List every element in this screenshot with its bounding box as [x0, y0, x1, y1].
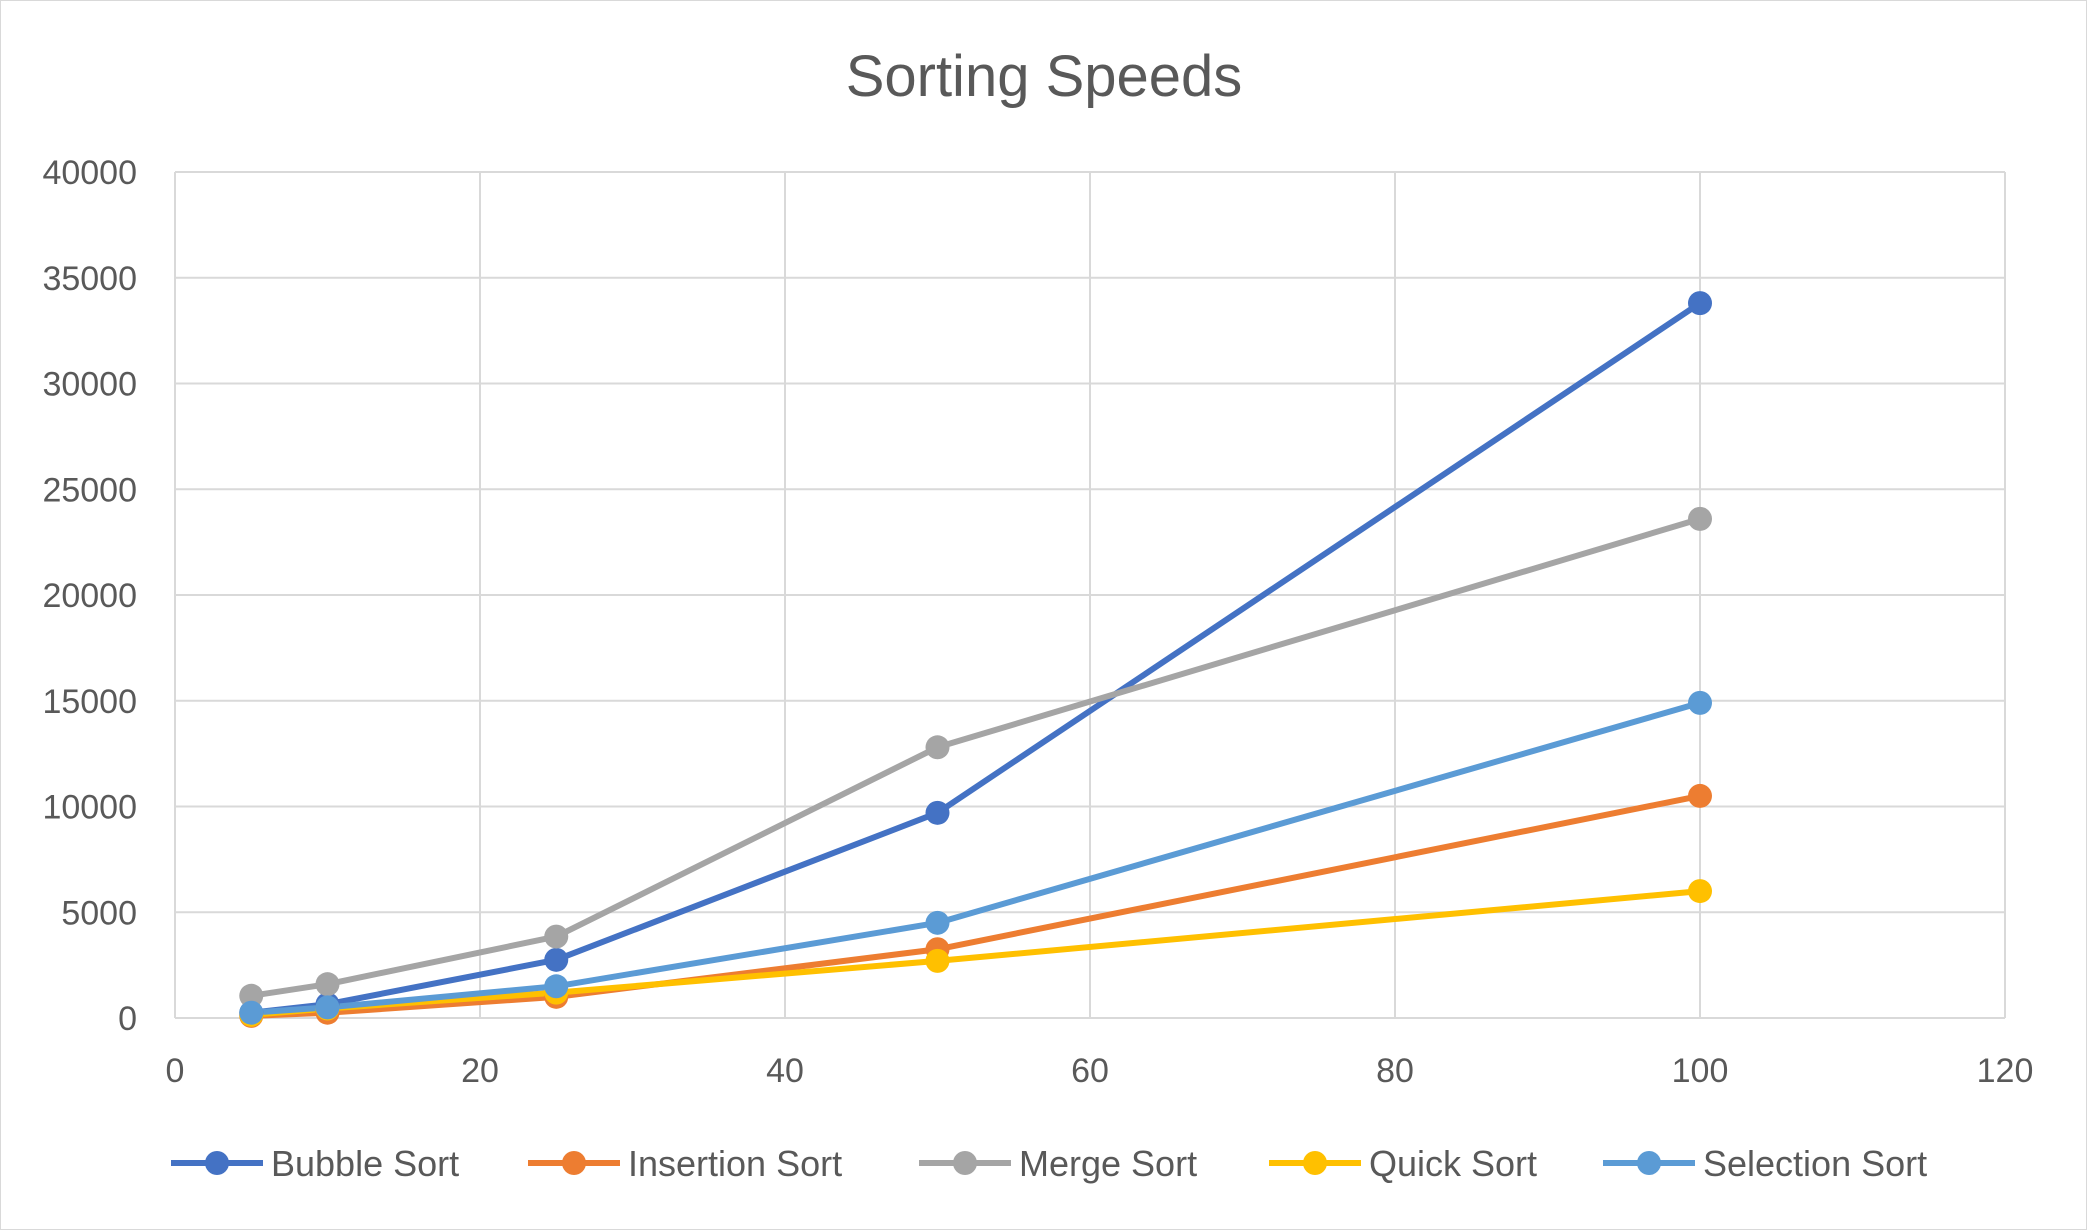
series-line [248, 699, 1703, 1016]
series-lines [239, 291, 1712, 1028]
chart-title: Sorting Speeds [846, 44, 1243, 109]
data-point [1688, 690, 1712, 715]
legend-dot-marker [205, 1151, 229, 1175]
data-point [544, 974, 569, 999]
x-axis-tick-labels: 0 20 40 60 80 100 120 [166, 1052, 2034, 1090]
legend-label: Merge Sort [1019, 1143, 1197, 1184]
data-point [1688, 783, 1712, 808]
legend-dot-marker [1637, 1151, 1661, 1175]
x-tick-label: 40 [766, 1052, 804, 1090]
data-point [925, 735, 950, 760]
legend: Bubble Sort Insertion Sort Merge Sort Quick… [171, 1143, 1927, 1184]
data-point [315, 972, 340, 997]
data-point [1688, 291, 1712, 316]
y-tick-label: 0 [118, 1000, 137, 1038]
legend-dot-marker [1303, 1151, 1327, 1175]
series-line [248, 792, 1703, 1019]
x-tick-label: 80 [1376, 1052, 1414, 1090]
data-point [315, 995, 340, 1020]
data-point [239, 1000, 264, 1025]
series-line [248, 515, 1703, 999]
y-tick-label: 40000 [42, 154, 137, 192]
y-tick-label: 5000 [61, 894, 137, 932]
legend-label: Quick Sort [1369, 1143, 1537, 1184]
x-tick-label: 120 [1977, 1052, 2034, 1090]
y-tick-label: 10000 [42, 789, 137, 827]
legend-label: Insertion Sort [628, 1143, 842, 1184]
legend-dot-marker [953, 1151, 977, 1175]
legend-label: Bubble Sort [271, 1143, 459, 1184]
legend-dot-marker [562, 1151, 586, 1175]
data-point [925, 910, 950, 935]
data-point [925, 800, 950, 825]
legend-label: Selection Sort [1703, 1143, 1927, 1184]
data-point [544, 924, 569, 949]
y-tick-label: 30000 [42, 366, 137, 404]
series-line [248, 300, 1703, 1016]
y-axis-tick-labels: 0 5000 10000 15000 20000 25000 30000 35000 40000 [42, 154, 137, 1038]
data-point [544, 947, 569, 972]
y-tick-label: 15000 [42, 683, 137, 721]
y-tick-label: 20000 [42, 577, 137, 615]
x-tick-label: 0 [166, 1052, 185, 1090]
x-tick-label: 60 [1071, 1052, 1109, 1090]
data-point [1688, 879, 1712, 904]
data-point [925, 948, 950, 973]
x-tick-label: 20 [461, 1052, 499, 1090]
x-tick-label: 100 [1672, 1052, 1729, 1090]
y-tick-label: 35000 [42, 260, 137, 298]
gridlines [174, 171, 2006, 1019]
data-point [1688, 506, 1712, 531]
data-point [239, 983, 264, 1008]
y-tick-label: 25000 [42, 471, 137, 509]
